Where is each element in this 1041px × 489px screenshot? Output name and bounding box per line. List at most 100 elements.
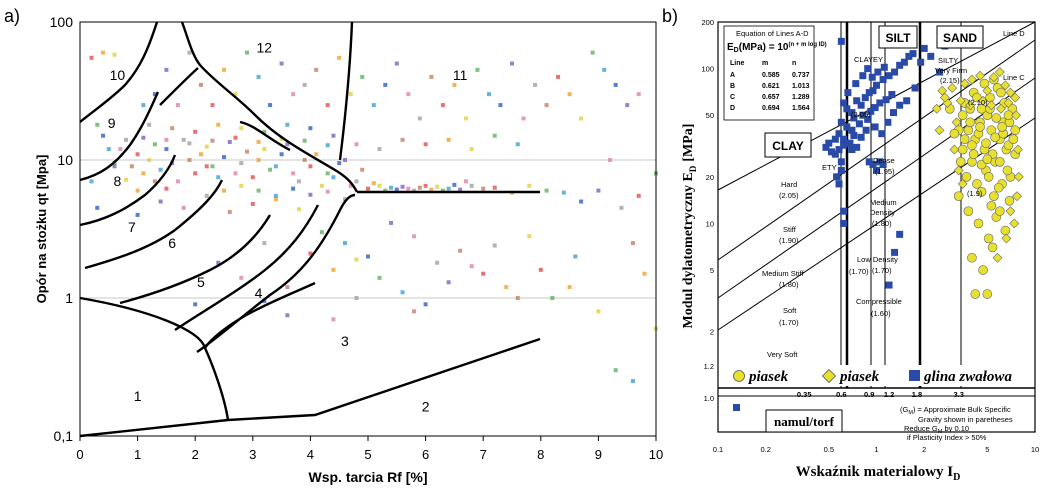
data-point-glina bbox=[837, 158, 845, 166]
data-point bbox=[147, 122, 152, 127]
chart-b-annotations: CLAYEY SILTY Very Firm (2.15) Hard (2.05… bbox=[762, 29, 1025, 359]
data-point bbox=[360, 167, 365, 172]
data-point bbox=[124, 137, 129, 142]
data-point-piasek-diamond bbox=[1003, 98, 1014, 108]
zone-boundary bbox=[119, 214, 272, 305]
data-point-piasek-circle bbox=[979, 78, 990, 89]
data-point-glina bbox=[848, 146, 856, 154]
data-point bbox=[400, 184, 405, 189]
data-point-glina bbox=[850, 131, 858, 139]
data-point-piasek-diamond bbox=[1010, 92, 1021, 103]
data-point-piasek-diamond bbox=[996, 103, 1006, 114]
data-point bbox=[193, 129, 198, 134]
data-point bbox=[325, 103, 330, 108]
data-point bbox=[135, 152, 140, 157]
data-point bbox=[429, 74, 434, 79]
x-tick-label: 0.5 bbox=[824, 445, 834, 454]
data-point bbox=[452, 182, 457, 187]
data-point bbox=[158, 167, 163, 172]
data-point bbox=[164, 137, 169, 142]
data-point bbox=[331, 267, 336, 272]
data-point-glina bbox=[869, 161, 877, 169]
data-point bbox=[579, 116, 584, 121]
data-point bbox=[423, 302, 428, 307]
annotation: Line D bbox=[1003, 29, 1025, 38]
note-text: ) = Approximate Bulk Specific bbox=[913, 405, 1011, 414]
data-point bbox=[135, 212, 140, 217]
data-point bbox=[515, 296, 520, 300]
data-point bbox=[446, 137, 451, 142]
equation-box: Equation of Lines A-D ED(MPa) = 10(n + m… bbox=[723, 25, 827, 121]
data-point-glina bbox=[917, 58, 925, 66]
annotation: (2.10) bbox=[968, 98, 988, 107]
y-axis-label-b-sub: D bbox=[688, 165, 698, 172]
data-point-glina bbox=[873, 166, 880, 174]
annotation: (1.70) bbox=[849, 267, 869, 276]
data-point-glina bbox=[911, 84, 919, 92]
soil-box-sand bbox=[936, 25, 984, 49]
data-point-piasek-circle bbox=[959, 134, 970, 144]
data-point bbox=[296, 207, 301, 212]
note-text: M bbox=[908, 410, 913, 416]
data-point bbox=[89, 179, 94, 184]
chart-a-y-ticks: 0,1 1 10 100 bbox=[50, 14, 74, 444]
zone-boundary bbox=[180, 21, 359, 193]
equation-cell: C bbox=[730, 94, 735, 101]
data-point bbox=[152, 142, 157, 147]
data-point bbox=[129, 164, 134, 169]
data-point bbox=[561, 190, 566, 195]
annotation: ETY bbox=[822, 163, 837, 172]
data-point bbox=[141, 103, 146, 108]
data-point-piasek-diamond bbox=[937, 85, 948, 96]
data-point-piasek-diamond bbox=[1005, 206, 1016, 217]
data-point-piasek-diamond bbox=[934, 125, 945, 136]
data-point bbox=[198, 152, 203, 157]
data-point-glina bbox=[936, 68, 944, 76]
equation-cell: 0.694 bbox=[762, 105, 780, 112]
equation-table: Line m n A 0.585 0.737 B 0.621 1.013 C 0.657 1.289 D… bbox=[730, 60, 810, 112]
data-point bbox=[342, 241, 347, 246]
data-point bbox=[250, 175, 255, 180]
data-point-glina bbox=[867, 107, 875, 115]
x-tick-label: 4 bbox=[307, 447, 314, 462]
data-point bbox=[147, 158, 152, 162]
data-point bbox=[377, 147, 382, 152]
data-point bbox=[596, 188, 601, 193]
zone-boundary bbox=[159, 67, 199, 106]
data-point bbox=[337, 55, 342, 60]
data-point bbox=[233, 171, 238, 176]
equation-col-header: n bbox=[792, 60, 796, 67]
data-point bbox=[222, 188, 226, 193]
zone-label: 5 bbox=[197, 274, 205, 290]
data-point bbox=[273, 164, 278, 169]
y-tick-label: 200 bbox=[701, 18, 714, 27]
chart-b-x-ticks: 0.1 0.2 0.5 1 2 5 10 bbox=[713, 445, 1039, 454]
data-point-piasek-circle bbox=[993, 182, 1004, 193]
y-axis-label-b: Modul dylatometryczny ED [MPa] bbox=[681, 124, 698, 329]
data-point bbox=[550, 296, 555, 300]
data-point-piasek-circle bbox=[957, 110, 968, 121]
data-point bbox=[245, 149, 250, 154]
data-point bbox=[417, 116, 422, 121]
data-point-glina bbox=[864, 115, 872, 123]
annotation: Line C bbox=[1003, 73, 1025, 82]
data-point bbox=[216, 260, 221, 265]
data-point bbox=[198, 82, 203, 87]
data-point bbox=[325, 189, 330, 194]
data-point-glina bbox=[884, 118, 892, 126]
chart-b-y-ticks: 1.0 1.2 2 5 10 20 50 100 200 bbox=[701, 18, 714, 403]
data-point bbox=[446, 186, 451, 191]
data-point-glina bbox=[862, 126, 870, 134]
data-point bbox=[452, 82, 457, 87]
equation-cell: 1.013 bbox=[792, 83, 810, 90]
chart-a-x-ticks: 0 1 2 3 4 5 6 7 8 9 10 bbox=[76, 436, 663, 462]
data-point-glina bbox=[848, 126, 856, 134]
data-point bbox=[285, 142, 290, 147]
data-point-glina bbox=[833, 173, 841, 181]
data-point bbox=[291, 186, 296, 191]
data-point bbox=[354, 257, 359, 262]
chart-b: b) Equation of Lines A-D ED(MPa) = 10(n … bbox=[662, 6, 1039, 483]
data-point-piasek-circle bbox=[963, 206, 974, 216]
legend-label-glina: glina zwałowa bbox=[923, 369, 1012, 385]
